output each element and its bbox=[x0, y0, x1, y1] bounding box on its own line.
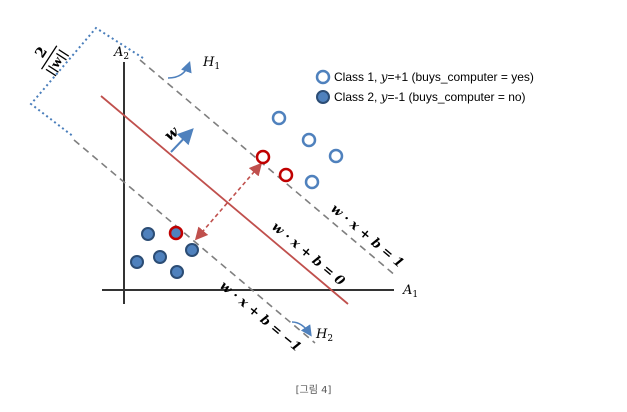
x-axis-label: A1 bbox=[402, 283, 418, 300]
class1-point bbox=[328, 148, 344, 164]
class2-point bbox=[130, 255, 144, 269]
class1-support-vector bbox=[255, 149, 271, 165]
equation-upper: w · x + b = 1 bbox=[327, 202, 406, 272]
class2-point bbox=[153, 250, 167, 264]
normal-vector-label: w bbox=[161, 122, 183, 145]
legend-class1-marker bbox=[315, 69, 331, 85]
h2-pointer-arrow bbox=[291, 321, 312, 337]
figure-caption: [그림 4] bbox=[295, 385, 332, 396]
legend: Class 1, y=+1 (buys_computer = yes) Clas… bbox=[315, 69, 534, 104]
class1-point bbox=[271, 110, 287, 126]
margin-fraction: 2 ||w|| bbox=[32, 44, 70, 78]
class1-point bbox=[301, 132, 317, 148]
legend-class2-marker bbox=[316, 90, 330, 104]
legend-class2-label: Class 2, y=-1 (buys_computer = no) bbox=[334, 90, 526, 104]
class1-point bbox=[304, 174, 320, 190]
class2-point bbox=[185, 243, 199, 257]
legend-class1-label: Class 1, y=+1 (buys_computer = yes) bbox=[334, 70, 534, 84]
class1-support-vector bbox=[278, 167, 294, 183]
margin-distance-arrow bbox=[194, 162, 263, 241]
upper-margin-line bbox=[139, 59, 397, 277]
h2-label: H2 bbox=[315, 327, 333, 344]
class2-point bbox=[170, 265, 184, 279]
h1-label: H1 bbox=[202, 55, 220, 72]
equation-middle: w · x + b = 0 bbox=[268, 220, 347, 290]
class2-support-vector bbox=[168, 225, 184, 241]
class2-point bbox=[141, 227, 155, 241]
separating-hyperplane bbox=[100, 95, 349, 305]
normal-vector-arrow bbox=[170, 128, 194, 153]
lower-margin-line bbox=[73, 139, 316, 344]
y-axis-label: A2 bbox=[113, 45, 129, 62]
h1-pointer-arrow bbox=[167, 60, 192, 79]
margin-bracket bbox=[29, 26, 144, 138]
